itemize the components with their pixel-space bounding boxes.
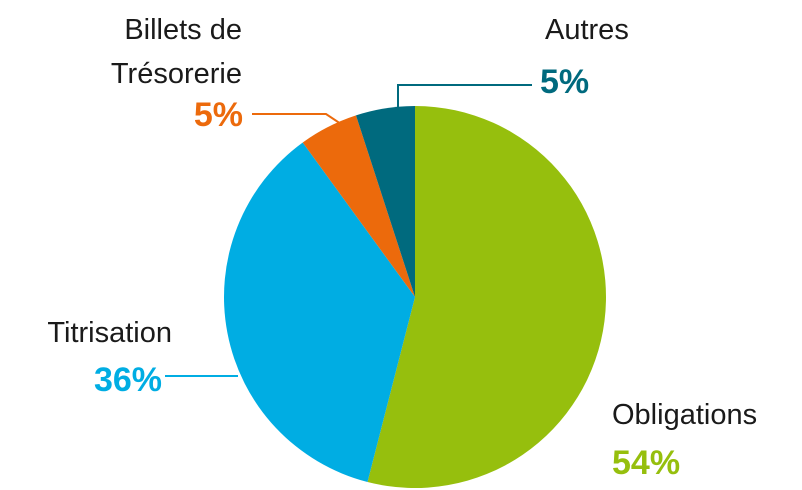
- slices: [224, 106, 607, 489]
- value-label: 5%: [540, 63, 590, 101]
- pie-slice: [302, 115, 415, 297]
- value-label: 54%: [612, 444, 681, 482]
- pie-slice: [355, 106, 415, 297]
- leader-line: [397, 84, 532, 120]
- slice-label: Autres: [545, 14, 629, 46]
- value-label: 36%: [93, 361, 162, 399]
- slice-label: Obligations: [612, 399, 758, 431]
- slice-label: Titrisation: [47, 317, 172, 349]
- leader-line: [252, 113, 348, 129]
- pie-slice: [224, 142, 415, 482]
- value-label: 5%: [193, 96, 243, 134]
- slice-label: Billets de Trésorerie: [110, 14, 242, 90]
- pie-slice: [367, 106, 607, 489]
